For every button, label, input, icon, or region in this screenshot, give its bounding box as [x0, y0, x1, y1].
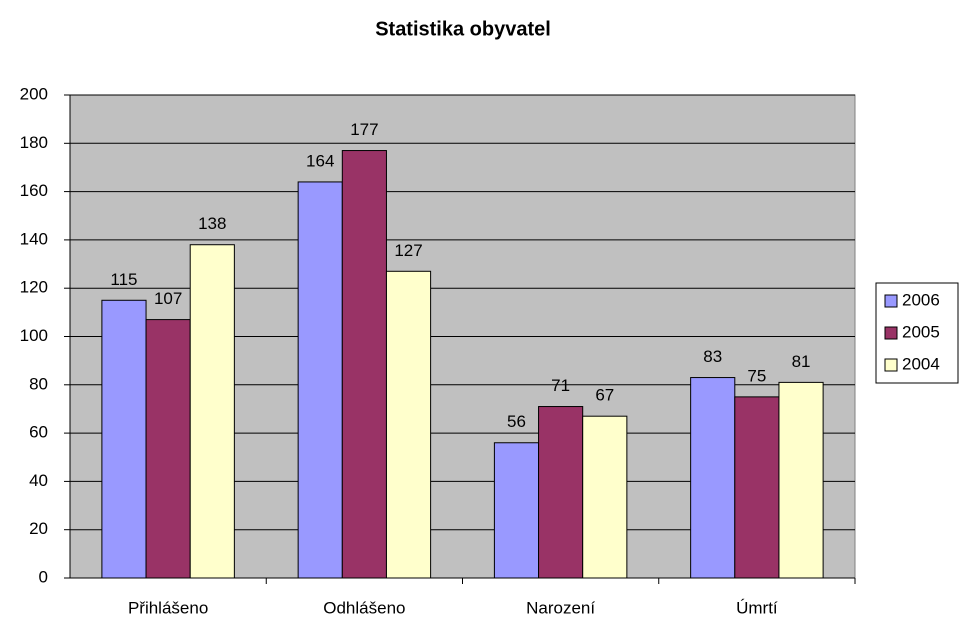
- y-tick-label: 0: [39, 567, 48, 586]
- data-label: 81: [792, 352, 811, 371]
- y-tick-label: 160: [20, 181, 48, 200]
- bar: [145, 319, 191, 579]
- bar: [690, 377, 736, 579]
- y-tick-label: 200: [20, 84, 48, 103]
- y-tick-label: 120: [20, 278, 48, 297]
- data-label: 75: [747, 366, 766, 385]
- bar: [189, 244, 235, 579]
- y-tick-label: 40: [29, 471, 48, 490]
- legend-swatch: [884, 294, 898, 308]
- data-label: 177: [350, 120, 378, 139]
- data-label: 56: [507, 412, 526, 431]
- bar: [385, 270, 432, 579]
- data-label: 67: [595, 386, 614, 405]
- data-label: 107: [154, 289, 182, 308]
- legend-label: 2004: [902, 354, 940, 373]
- x-tick-label: Odhlášeno: [323, 598, 405, 617]
- bar: [538, 406, 584, 579]
- bar: [582, 415, 628, 579]
- legend-swatch: [884, 326, 898, 340]
- x-tick-label: Narození: [526, 598, 595, 617]
- y-tick-label: 80: [29, 374, 48, 393]
- bar: [778, 381, 824, 579]
- legend-label: 2005: [902, 322, 940, 341]
- y-tick-label: 180: [20, 133, 48, 152]
- data-label: 71: [551, 376, 570, 395]
- y-tick-label: 100: [20, 326, 48, 345]
- y-tick-label: 140: [20, 229, 48, 248]
- data-label: 127: [394, 241, 422, 260]
- chart-title: Statistika obyvatel: [375, 18, 551, 40]
- data-label: 164: [306, 151, 334, 170]
- x-tick-label: Přihlášeno: [128, 598, 208, 617]
- x-tick-label: Úmrtí: [736, 598, 778, 617]
- data-label: 83: [703, 347, 722, 366]
- legend-swatch: [884, 358, 898, 372]
- data-label: 115: [110, 270, 137, 289]
- bar: [341, 150, 387, 579]
- bar: [734, 396, 780, 579]
- y-tick-label: 20: [29, 519, 48, 538]
- bar: [493, 442, 540, 579]
- bar: [297, 181, 343, 579]
- data-label: 138: [198, 214, 226, 233]
- bar: [101, 299, 147, 579]
- legend-label: 2006: [902, 290, 940, 309]
- y-tick-label: 60: [29, 423, 48, 442]
